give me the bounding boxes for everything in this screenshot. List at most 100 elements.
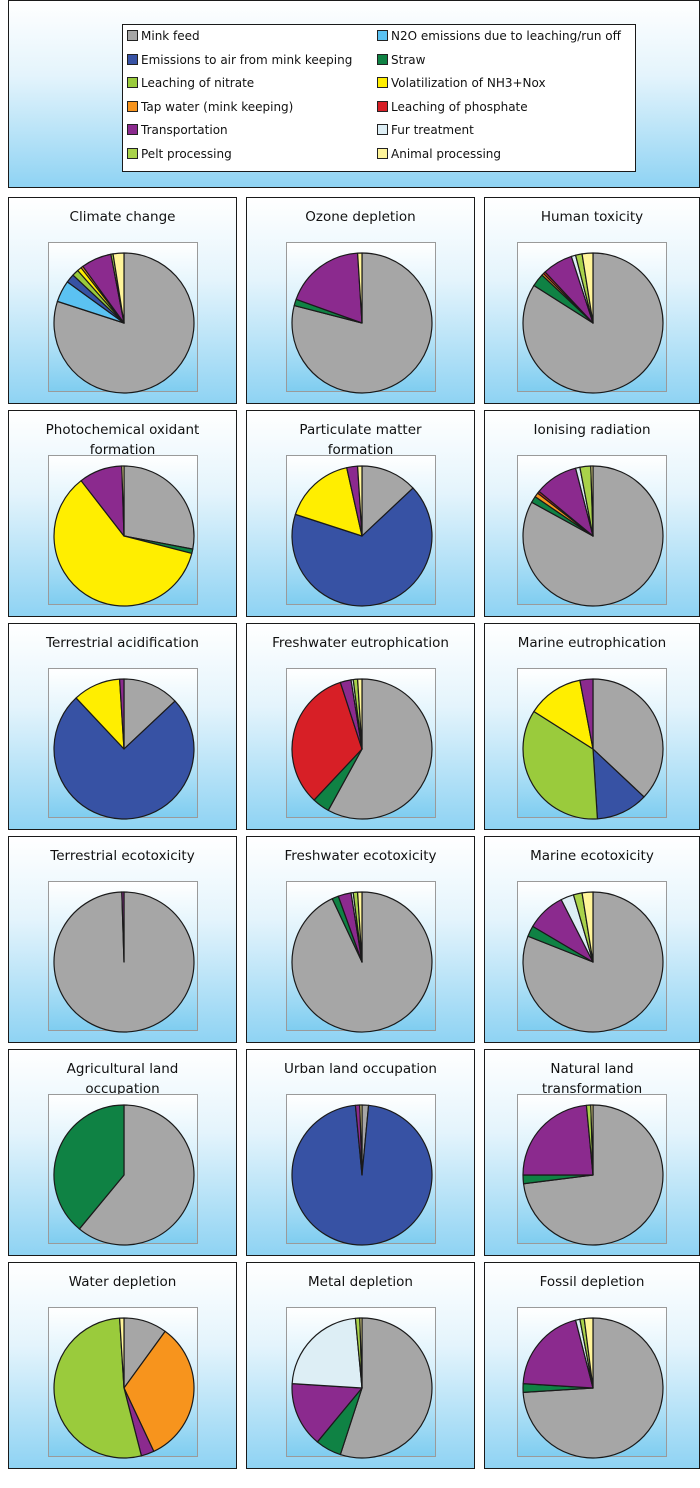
pie-chart-title: Terrestrial acidification — [46, 635, 199, 651]
pie-slice-phosphate — [290, 681, 363, 801]
legend-swatch — [377, 77, 388, 88]
legend-label: Fur treatment — [391, 123, 474, 137]
pie-slice-transport — [120, 891, 125, 963]
pie-slice-emis-air — [290, 487, 433, 607]
pie-chart — [522, 252, 664, 394]
pie-slice-animal — [356, 891, 363, 963]
pie-slice-transport — [290, 1383, 363, 1443]
pie-slice-tap — [122, 1330, 195, 1452]
legend-swatch — [127, 77, 138, 88]
pie-chart-panel: Metal depletion — [246, 1262, 475, 1469]
pie-slice-mink-feed — [122, 465, 195, 550]
pie-chart-title: Freshwater eutrophication — [272, 635, 449, 651]
pie-slice-mink-feed — [339, 1317, 433, 1459]
pie-chart — [52, 465, 195, 607]
pie-chart — [52, 891, 195, 1033]
pie-slice-animal — [111, 252, 125, 324]
legend-swatch — [377, 124, 388, 135]
pie-chart-title: Photochemical oxidant formation — [45, 422, 200, 458]
pie-slice-animal — [356, 252, 363, 324]
pie-chart-panel: Urban land occupation — [246, 1049, 475, 1256]
pie-chart-panel: Marine eutrophication — [484, 623, 700, 830]
pie-chart-title: Urban land occupation — [284, 1061, 437, 1077]
pie-chart-panel: Agricultural land occupation — [8, 1049, 237, 1256]
pie-chart-panel: Terrestrial ecotoxicity — [8, 836, 237, 1043]
pie-chart-title: Particulate matter formation — [299, 422, 422, 458]
pie-chart-panel: Marine ecotoxicity — [484, 836, 700, 1043]
pie-chart-title: Metal depletion — [308, 1274, 413, 1290]
legend-label: Leaching of phosphate — [391, 99, 528, 114]
pie-chart-panel: Freshwater ecotoxicity — [246, 836, 475, 1043]
pie-slice-animal — [356, 678, 363, 750]
pie-chart — [52, 1104, 195, 1246]
pie-chart-panel: Fossil depletion — [484, 1262, 700, 1469]
pie-slice-nitrate — [52, 1317, 142, 1459]
pie-slice-mink-feed — [592, 678, 664, 798]
legend-label: Straw — [391, 52, 426, 67]
pie-chart-panel: Freshwater eutrophication — [246, 623, 475, 830]
pie-chart-title: Natural land transformation — [541, 1061, 643, 1097]
pie-chart-panel: Human toxicity — [484, 197, 700, 404]
pie-chart-panel: Water depletion — [8, 1262, 237, 1469]
pie-slice-transport — [522, 1104, 594, 1176]
pie-chart — [522, 465, 664, 607]
pie-chart-title: Ionising radiation — [533, 422, 651, 438]
pie-slice-animal — [118, 1317, 125, 1389]
legend-item: Animal processing — [377, 146, 501, 162]
pie-slice-nh3 — [533, 679, 594, 750]
pie-chart — [522, 1104, 664, 1246]
legend-item: Emissions to air from mink keeping — [127, 52, 352, 68]
legend-swatch — [377, 100, 388, 112]
legend-panel: Mink feed N2O emissions due to leaching/r… — [8, 0, 700, 188]
legend-swatch — [377, 30, 388, 41]
legend-swatch — [127, 30, 138, 41]
pie-chart — [52, 252, 195, 394]
pie-chart-title: Freshwater ecotoxicity — [284, 848, 437, 864]
pie-chart — [290, 1317, 433, 1459]
pie-slice-nitrate — [522, 710, 598, 820]
pie-chart-panel: Natural land transformation — [484, 1049, 700, 1256]
legend-item: Volatilization of NH3+Nox — [377, 75, 546, 91]
pie-chart-panel: Ionising radiation — [484, 410, 700, 617]
legend-label: Leaching of nitrate — [141, 76, 255, 90]
pie-chart-title: Fossil depletion — [539, 1274, 645, 1290]
legend-swatch — [127, 53, 138, 65]
legend-label: Emissions to air from mink keeping — [141, 52, 353, 67]
legend-swatch — [127, 124, 138, 135]
legend-label: Volatilization of NH3+Nox — [391, 76, 546, 90]
legend-item: Fur treatment — [377, 122, 474, 138]
legend-label: Pelt processing — [141, 146, 232, 161]
legend-swatch — [127, 147, 138, 159]
pie-slice-straw — [52, 1104, 125, 1230]
pie-slice-nh3 — [294, 467, 363, 537]
pie-slice-mink-feed — [78, 1104, 195, 1246]
legend-label: Animal processing — [391, 146, 502, 161]
pie-slice-mink-feed — [327, 678, 433, 820]
pie-chart — [522, 1317, 664, 1459]
pie-slice-mink-feed — [122, 678, 176, 750]
pie-chart — [290, 678, 433, 820]
pie-chart — [52, 678, 195, 820]
legend-item: N2O emissions due to leaching/run off — [377, 28, 621, 44]
pie-slice-animal — [120, 465, 125, 537]
legend-label: Transportation — [141, 123, 228, 137]
pie-chart — [52, 1317, 195, 1459]
legend-item: Straw — [377, 52, 425, 68]
pie-slice-animal — [583, 1317, 594, 1389]
pie-chart — [522, 678, 664, 820]
pie-chart — [290, 891, 433, 1033]
pie-slice-mink-feed — [360, 465, 414, 537]
pie-chart-title: Agricultural land occupation — [66, 1061, 179, 1097]
pie-chart-title: Human toxicity — [540, 209, 644, 225]
legend-swatch — [127, 100, 138, 112]
pie-chart-panel: Terrestrial acidification — [8, 623, 237, 830]
pie-chart-title: Ozone depletion — [305, 209, 416, 225]
pie-slice-animal — [358, 1317, 363, 1389]
pie-chart-title: Marine ecotoxicity — [530, 848, 654, 864]
pie-slice-transport — [522, 1319, 594, 1389]
legend-label: Tap water (mink keeping) — [141, 99, 294, 114]
legend-label: Mink feed — [141, 29, 200, 43]
pie-slice-animal — [590, 465, 594, 537]
pie-chart — [290, 1104, 433, 1246]
legend-item: Leaching of phosphate — [377, 99, 528, 115]
